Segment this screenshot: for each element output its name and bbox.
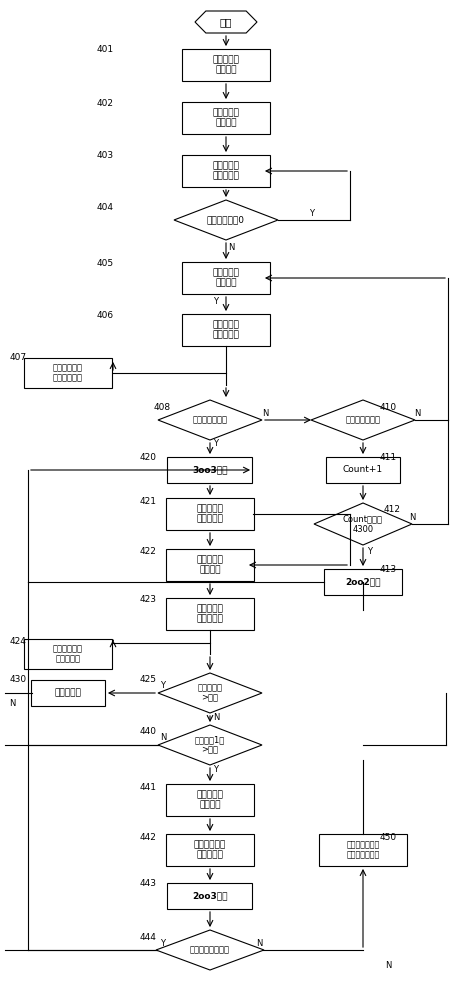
FancyBboxPatch shape — [31, 680, 105, 706]
Text: 406: 406 — [96, 310, 113, 320]
Polygon shape — [194, 11, 257, 33]
Text: 423: 423 — [139, 595, 156, 604]
FancyBboxPatch shape — [325, 457, 399, 483]
Polygon shape — [313, 503, 411, 545]
Text: 差值仅有1个
>阈值: 差值仅有1个 >阈值 — [194, 735, 225, 755]
Text: Count+1: Count+1 — [342, 466, 382, 475]
FancyBboxPatch shape — [166, 598, 253, 630]
Polygon shape — [158, 725, 262, 765]
Text: 441: 441 — [139, 782, 156, 792]
FancyBboxPatch shape — [318, 834, 406, 866]
FancyBboxPatch shape — [167, 457, 252, 483]
Text: Count是否为
4300: Count是否为 4300 — [342, 514, 382, 534]
Text: Y: Y — [160, 938, 165, 948]
Text: 402: 402 — [96, 99, 113, 107]
Text: 判断哪个通
道为错误: 判断哪个通 道为错误 — [196, 790, 223, 810]
FancyBboxPatch shape — [182, 49, 269, 81]
Text: 2oo2模式: 2oo2模式 — [345, 578, 380, 586]
Text: 调整本通道
的同步时钟: 调整本通道 的同步时钟 — [212, 320, 239, 340]
Text: 444: 444 — [139, 932, 156, 942]
Text: 413: 413 — [378, 564, 396, 574]
Text: 404: 404 — [96, 202, 113, 212]
FancyBboxPatch shape — [166, 498, 253, 530]
Text: 405: 405 — [96, 258, 113, 267]
Text: 切断本通道: 切断本通道 — [55, 688, 81, 698]
Text: 发送切断信号
给错误通道: 发送切断信号 给错误通道 — [193, 840, 226, 860]
Text: 440: 440 — [139, 728, 156, 736]
Text: 407: 407 — [9, 354, 27, 362]
Text: 410: 410 — [378, 402, 396, 412]
FancyBboxPatch shape — [166, 784, 253, 816]
Text: 差值是否均
>阈值: 差值是否均 >阈值 — [197, 683, 222, 703]
Text: N: N — [227, 243, 234, 252]
Text: 403: 403 — [96, 151, 113, 160]
Text: N: N — [408, 512, 414, 522]
Text: 412: 412 — [382, 506, 400, 514]
Text: N: N — [413, 408, 419, 418]
FancyBboxPatch shape — [24, 358, 112, 388]
Polygon shape — [310, 400, 414, 440]
Text: 408: 408 — [153, 402, 170, 412]
FancyBboxPatch shape — [323, 569, 401, 595]
FancyBboxPatch shape — [167, 883, 252, 909]
Text: 2oo3模式: 2oo3模式 — [192, 892, 227, 900]
Text: Y: Y — [160, 682, 165, 690]
Text: Y: Y — [367, 546, 372, 556]
Text: 计算与另两
通道的差值: 计算与另两 通道的差值 — [212, 161, 239, 181]
Text: 计算与另两
通道的差值: 计算与另两 通道的差值 — [196, 504, 223, 524]
Text: N: N — [255, 938, 262, 948]
Text: Y: Y — [309, 209, 314, 218]
Text: 输出同步信号
给另两通道: 输出同步信号 给另两通道 — [53, 644, 83, 664]
Text: 计算本通道
的补偿值: 计算本通道 的补偿值 — [212, 268, 239, 288]
Text: 与第三个通道同步: 与第三个通道同步 — [189, 946, 230, 954]
Text: 422: 422 — [139, 546, 156, 556]
Text: 430: 430 — [9, 676, 27, 684]
Text: 421: 421 — [139, 496, 156, 506]
Polygon shape — [174, 200, 277, 240]
Text: 442: 442 — [139, 832, 156, 842]
Text: 443: 443 — [139, 879, 156, 888]
Text: 调整本通道
的同步时钟: 调整本通道 的同步时钟 — [196, 604, 223, 624]
FancyBboxPatch shape — [24, 639, 112, 669]
Text: 计算本通道
的补偿值: 计算本通道 的补偿值 — [196, 555, 223, 575]
Text: 3oo3模式: 3oo3模式 — [192, 466, 227, 475]
Text: 与另两通道同步: 与另两通道同步 — [192, 416, 227, 424]
Text: 与另一通道同步: 与另一通道同步 — [345, 416, 380, 424]
FancyBboxPatch shape — [182, 262, 269, 294]
Text: 411: 411 — [378, 454, 396, 462]
Text: 424: 424 — [9, 637, 26, 646]
FancyBboxPatch shape — [166, 834, 253, 866]
FancyBboxPatch shape — [182, 155, 269, 187]
Text: 420: 420 — [139, 454, 156, 462]
Text: Y: Y — [213, 440, 218, 448]
Text: 开始: 开始 — [219, 17, 232, 27]
FancyBboxPatch shape — [182, 102, 269, 134]
Text: 450: 450 — [378, 832, 396, 842]
Text: N: N — [261, 408, 267, 418]
FancyBboxPatch shape — [166, 549, 253, 581]
FancyBboxPatch shape — [182, 314, 269, 346]
Polygon shape — [158, 673, 262, 713]
Text: 401: 401 — [96, 45, 113, 54]
Polygon shape — [156, 930, 263, 970]
Text: N: N — [160, 734, 166, 742]
Text: 差值是否均为0: 差值是否均为0 — [207, 216, 244, 225]
Text: N: N — [384, 960, 390, 970]
Text: 初始化定时
器等芯片: 初始化定时 器等芯片 — [212, 55, 239, 75]
Text: N: N — [212, 712, 219, 722]
Polygon shape — [158, 400, 262, 440]
Text: 输出同步信号
给另两个通道: 输出同步信号 给另两个通道 — [53, 363, 83, 383]
Text: 与第三个通道的
差值量为最大值: 与第三个通道的 差值量为最大值 — [345, 840, 379, 860]
Text: 产生本通道
同步时钟: 产生本通道 同步时钟 — [212, 108, 239, 128]
Text: N: N — [9, 700, 15, 708]
Text: 425: 425 — [139, 676, 156, 684]
Text: Y: Y — [213, 764, 218, 774]
Text: Y: Y — [213, 298, 218, 306]
